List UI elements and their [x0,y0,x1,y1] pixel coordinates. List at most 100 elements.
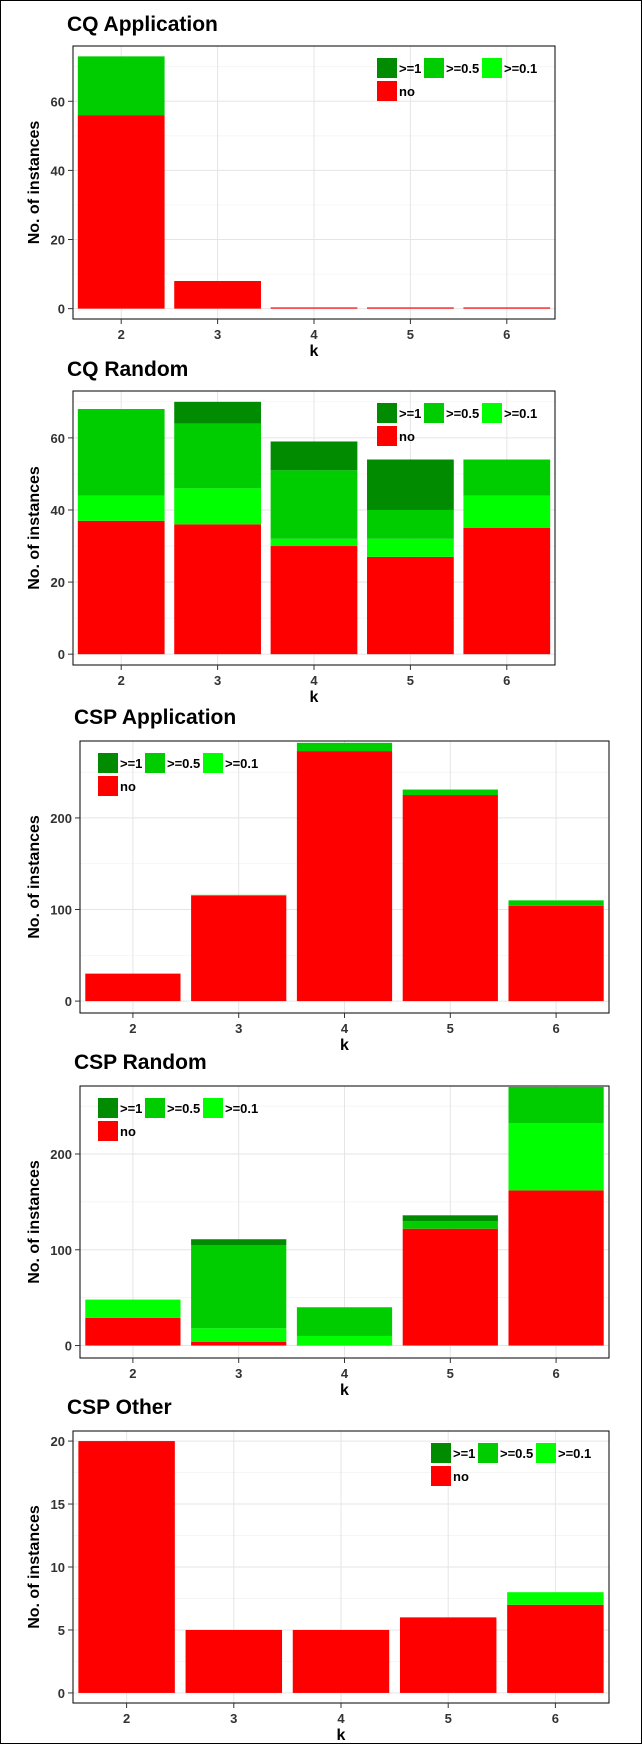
legend-swatch-ge1 [98,753,118,773]
bar-no-k6 [463,307,551,309]
y-axis-title: No. of instances [26,1505,43,1629]
bar-ge1-k5 [402,1215,498,1222]
legend-label-ge1: >=1 [453,1446,475,1461]
x-tick-label: 3 [235,1021,242,1036]
x-tick-label: 5 [447,1021,454,1036]
bar-no-k4 [270,546,358,655]
bar-no-k4 [292,1629,390,1693]
x-tick-label: 2 [118,327,125,342]
bar-ge0-5-k5 [402,789,498,796]
bar-no-k6 [463,528,551,655]
bar-ge0-1-k4 [270,538,358,547]
bar-no-k3 [191,895,287,1002]
chart-title: CSP Other [67,1396,172,1419]
y-tick-label: 100 [50,903,72,918]
legend-label-ge0-5: >=0.5 [500,1446,533,1461]
bar-ge0-1-k6 [507,1592,604,1605]
bar-no-k6 [508,1190,604,1346]
bar-ge0-5-k6 [508,900,604,906]
legend-swatch-ge0-1 [482,58,502,78]
legend-swatch-ge0-1 [203,1098,223,1118]
bar-no-k5 [367,556,454,655]
bar-no-k4 [296,751,393,1002]
y-tick-label: 5 [58,1623,65,1638]
bar-ge0-5-k2 [77,409,165,496]
y-tick-label: 100 [50,1243,72,1258]
bar-no-k5 [367,307,454,309]
bar-no-k3 [174,524,261,655]
y-tick-label: 0 [58,302,65,317]
x-axis-title: k [337,1727,346,1744]
bar-ge1-k3 [174,401,261,424]
bar-ge0-5-k6 [508,1086,604,1124]
y-axis-title: No. of instances [26,1160,43,1284]
legend-label-ge0-1: >=0.1 [504,406,537,421]
y-tick-label: 60 [51,94,65,109]
bar-ge0-1-k2 [77,495,165,521]
y-tick-label: 0 [65,1339,72,1354]
legend-swatch-ge0-1 [536,1443,556,1463]
y-axis-title: No. of instances [26,466,43,590]
bar-no-k5 [402,795,498,1002]
chart-panel: CSP Random 0 100 200 2 3 4 5 6 k No. of instances >… [26,1051,610,1399]
bar-ge1-k4 [270,441,358,471]
bar-ge0-5-k4 [296,1307,393,1336]
chart-panel: CQ Random 0 20 40 60 2 3 4 5 6 k No. of instances >=… [26,358,556,706]
chart-panel: CSP Other 0 5 10 15 20 2 3 4 5 6 k No. of instances >… [26,1396,610,1744]
y-tick-label: 10 [51,1560,65,1575]
bar-ge0-1-k3 [191,1328,287,1342]
legend-swatch-no [431,1466,451,1486]
bar-ge0-1-k5 [367,538,454,557]
bar-ge0-5-k4 [296,742,393,752]
bar-ge1-k3 [191,1239,287,1245]
legend-swatch-ge1 [98,1098,118,1118]
bar-no-k2 [85,973,181,1002]
legend-label-ge1: >=1 [399,61,421,76]
y-tick-label: 0 [65,994,72,1009]
legend-swatch-ge0-5 [424,403,444,423]
bar-ge0-5-k6 [463,459,551,496]
y-axis-title: No. of instances [26,815,43,939]
y-tick-label: 20 [51,233,65,248]
bar-ge0-5-k5 [402,1221,498,1229]
x-tick-label: 3 [235,1366,242,1381]
x-tick-label: 3 [230,1711,237,1726]
bar-ge1-k5 [367,459,454,510]
legend-label-ge0-1: >=0.1 [225,1101,258,1116]
bar-ge0-5-k3 [191,894,287,896]
x-axis-title: k [340,1382,349,1399]
bar-no-k2 [85,1317,181,1346]
x-tick-label: 6 [503,673,510,688]
chart-panel: CQ Application 0 20 40 60 2 3 4 5 6 k No. of instan… [26,13,556,360]
legend-label-no: no [399,84,415,99]
legend-swatch-no [98,776,118,796]
bar-ge0-1-k2 [85,1299,181,1318]
legend-label-ge1: >=1 [399,406,421,421]
bar-no-k5 [399,1617,497,1693]
chart-title: CSP Application [74,706,236,729]
x-tick-label: 5 [445,1711,452,1726]
chart-title: CQ Random [67,358,188,381]
legend-label-ge0-1: >=0.1 [504,61,537,76]
bar-no-k3 [185,1629,283,1693]
bar-ge0-1-k4 [296,1335,393,1346]
x-tick-label: 5 [407,327,414,342]
bar-no-k6 [507,1604,604,1693]
bar-ge0-1-k3 [174,488,261,525]
x-axis-title: k [340,1037,349,1054]
bar-no-k2 [78,1441,175,1693]
legend-label-ge0-5: >=0.5 [167,756,200,771]
legend-swatch-no [98,1121,118,1141]
bar-no-k2 [77,520,165,655]
bar-no-k6 [508,905,604,1002]
x-tick-label: 2 [129,1021,136,1036]
y-tick-label: 20 [51,575,65,590]
bar-ge0-1-k6 [463,495,551,528]
x-tick-label: 4 [310,673,318,688]
y-tick-label: 40 [51,163,65,178]
x-tick-label: 4 [341,1021,349,1036]
legend-label-ge0-5: >=0.5 [446,61,479,76]
legend-label-ge0-1: >=0.1 [558,1446,591,1461]
legend-label-no: no [120,1124,136,1139]
